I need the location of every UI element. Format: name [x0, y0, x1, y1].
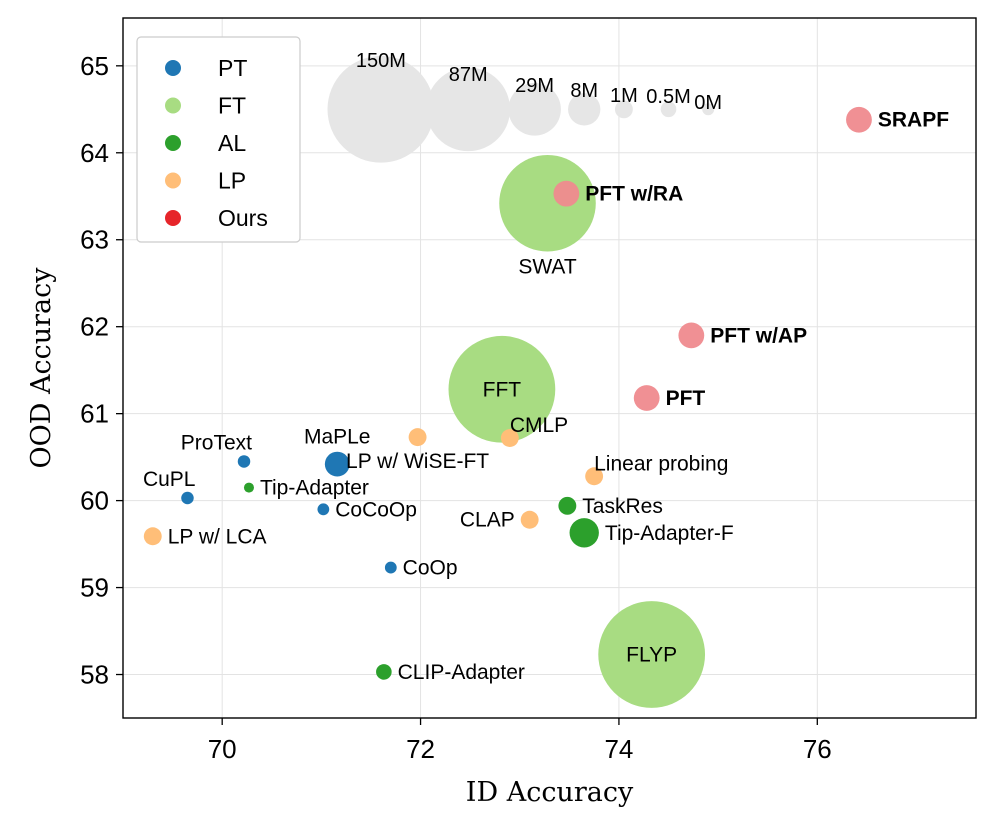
- point-linear-probing: [585, 467, 604, 486]
- label-cmlp: CMLP: [510, 414, 568, 437]
- point-clip-adapter: [376, 664, 392, 680]
- y-tick-label: 60: [80, 486, 109, 516]
- x-axis-title: ID Accuracy: [466, 777, 634, 808]
- label-swat: SWAT: [518, 255, 576, 278]
- legend-label-ours: Ours: [218, 205, 268, 231]
- label-pft-w-ra: PFT w/RA: [585, 183, 683, 206]
- legend-label-pt: PT: [218, 55, 247, 81]
- legend-label-al: AL: [218, 130, 246, 156]
- label-srapf: SRAPF: [878, 109, 949, 132]
- point-lp-w-wise-ft: [408, 428, 427, 447]
- label-flyp: FLYP: [626, 644, 677, 667]
- x-tick-label: 76: [803, 734, 832, 764]
- size-ref-bubble: [660, 101, 677, 118]
- point-cmlp: [500, 429, 519, 447]
- size-ref-label: 150M: [356, 50, 406, 72]
- y-tick-label: 61: [80, 399, 109, 429]
- legend-marker-pt: [165, 60, 181, 76]
- y-tick-label: 64: [80, 138, 109, 168]
- label-taskres: TaskRes: [582, 495, 663, 518]
- label-coop: CoOp: [403, 557, 458, 580]
- y-tick-label: 65: [80, 51, 109, 81]
- x-tick-label: 70: [208, 734, 237, 764]
- label-lp-w-wise-ft: LP w/ WiSE-FT: [346, 450, 489, 473]
- label-fft: FFT: [483, 378, 522, 401]
- size-reference-bubbles: 150M 87M 29M 8M 1M 0.5M 0M: [327, 50, 722, 163]
- label-cupl: CuPL: [143, 468, 196, 491]
- point-swat: [499, 154, 596, 252]
- point-cocoop: [317, 503, 330, 516]
- size-ref-label: 0M: [694, 92, 722, 114]
- point-clap: [520, 510, 539, 529]
- label-lp-w-lca: LP w/ LCA: [168, 525, 267, 548]
- label-tip-adapter: Tip-Adapter: [260, 477, 369, 500]
- size-ref-label: 8M: [570, 80, 598, 102]
- point-maple: [324, 451, 350, 477]
- x-tick-label: 74: [604, 734, 633, 764]
- point-taskres: [558, 496, 577, 515]
- point-fft: [448, 335, 556, 443]
- label-linear-probing: Linear probing: [594, 452, 728, 475]
- size-ref-label: 1M: [610, 85, 638, 107]
- plot-frame: [122, 17, 977, 719]
- legend-marker-lp: [165, 172, 181, 189]
- legend: PT FT AL LP Ours: [136, 36, 301, 243]
- legend-marker-ours: [165, 210, 181, 226]
- label-maple: MaPLe: [304, 426, 371, 449]
- point-pft-w-ra: [553, 180, 580, 207]
- y-tick-label: 62: [80, 312, 109, 342]
- size-ref-label: 29M: [515, 75, 554, 97]
- label-clip-adapter: CLIP-Adapter: [398, 661, 525, 684]
- size-ref-label: 0.5M: [646, 86, 690, 108]
- point-tip-adapter: [243, 482, 254, 493]
- data-points: [143, 106, 872, 708]
- label-pft: PFT: [666, 387, 706, 410]
- legend-marker-ft: [165, 97, 181, 114]
- size-ref-bubble: [702, 103, 715, 116]
- x-tick-label: 72: [406, 734, 435, 764]
- point-coop: [384, 561, 397, 574]
- axis-ticks: 70 72 74 76 58 59 60 61 62 63 64 65: [80, 51, 832, 764]
- size-ref-bubble: [426, 67, 511, 152]
- y-tick-label: 59: [80, 573, 109, 603]
- legend-box: [136, 36, 301, 243]
- label-clap: CLAP: [460, 509, 515, 532]
- size-ref-bubble: [508, 83, 561, 136]
- y-tick-label: 58: [80, 660, 109, 690]
- size-ref-label: 87M: [449, 64, 488, 86]
- point-tip-adapter-f: [569, 518, 599, 548]
- legend-label-lp: LP: [218, 168, 246, 194]
- point-cupl: [181, 491, 194, 505]
- y-axis-title: OOD Accuracy: [26, 267, 57, 469]
- label-cocoop: CoCoOp: [335, 498, 417, 521]
- size-ref-bubble: [327, 55, 435, 163]
- label-tip-adapter-f: Tip-Adapter-F: [605, 522, 734, 545]
- point-protext: [237, 455, 251, 468]
- point-flyp: [598, 601, 706, 708]
- point-labels: ProText CuPL MaPLe CoCoOp CoOp FFT SWAT FLYP Tip…: [143, 109, 949, 684]
- point-srapf: [846, 106, 872, 133]
- point-lp-w-lca: [143, 527, 162, 546]
- label-protext: ProText: [181, 431, 252, 454]
- label-pft-w-ap: PFT w/AP: [710, 324, 807, 347]
- y-tick-label: 63: [80, 225, 109, 255]
- size-ref-bubble: [614, 100, 633, 119]
- size-ref-bubble: [568, 93, 601, 126]
- legend-label-ft: FT: [218, 93, 246, 119]
- point-pft: [633, 385, 660, 411]
- legend-marker-al: [165, 135, 181, 151]
- point-pft-w-ap: [678, 322, 705, 349]
